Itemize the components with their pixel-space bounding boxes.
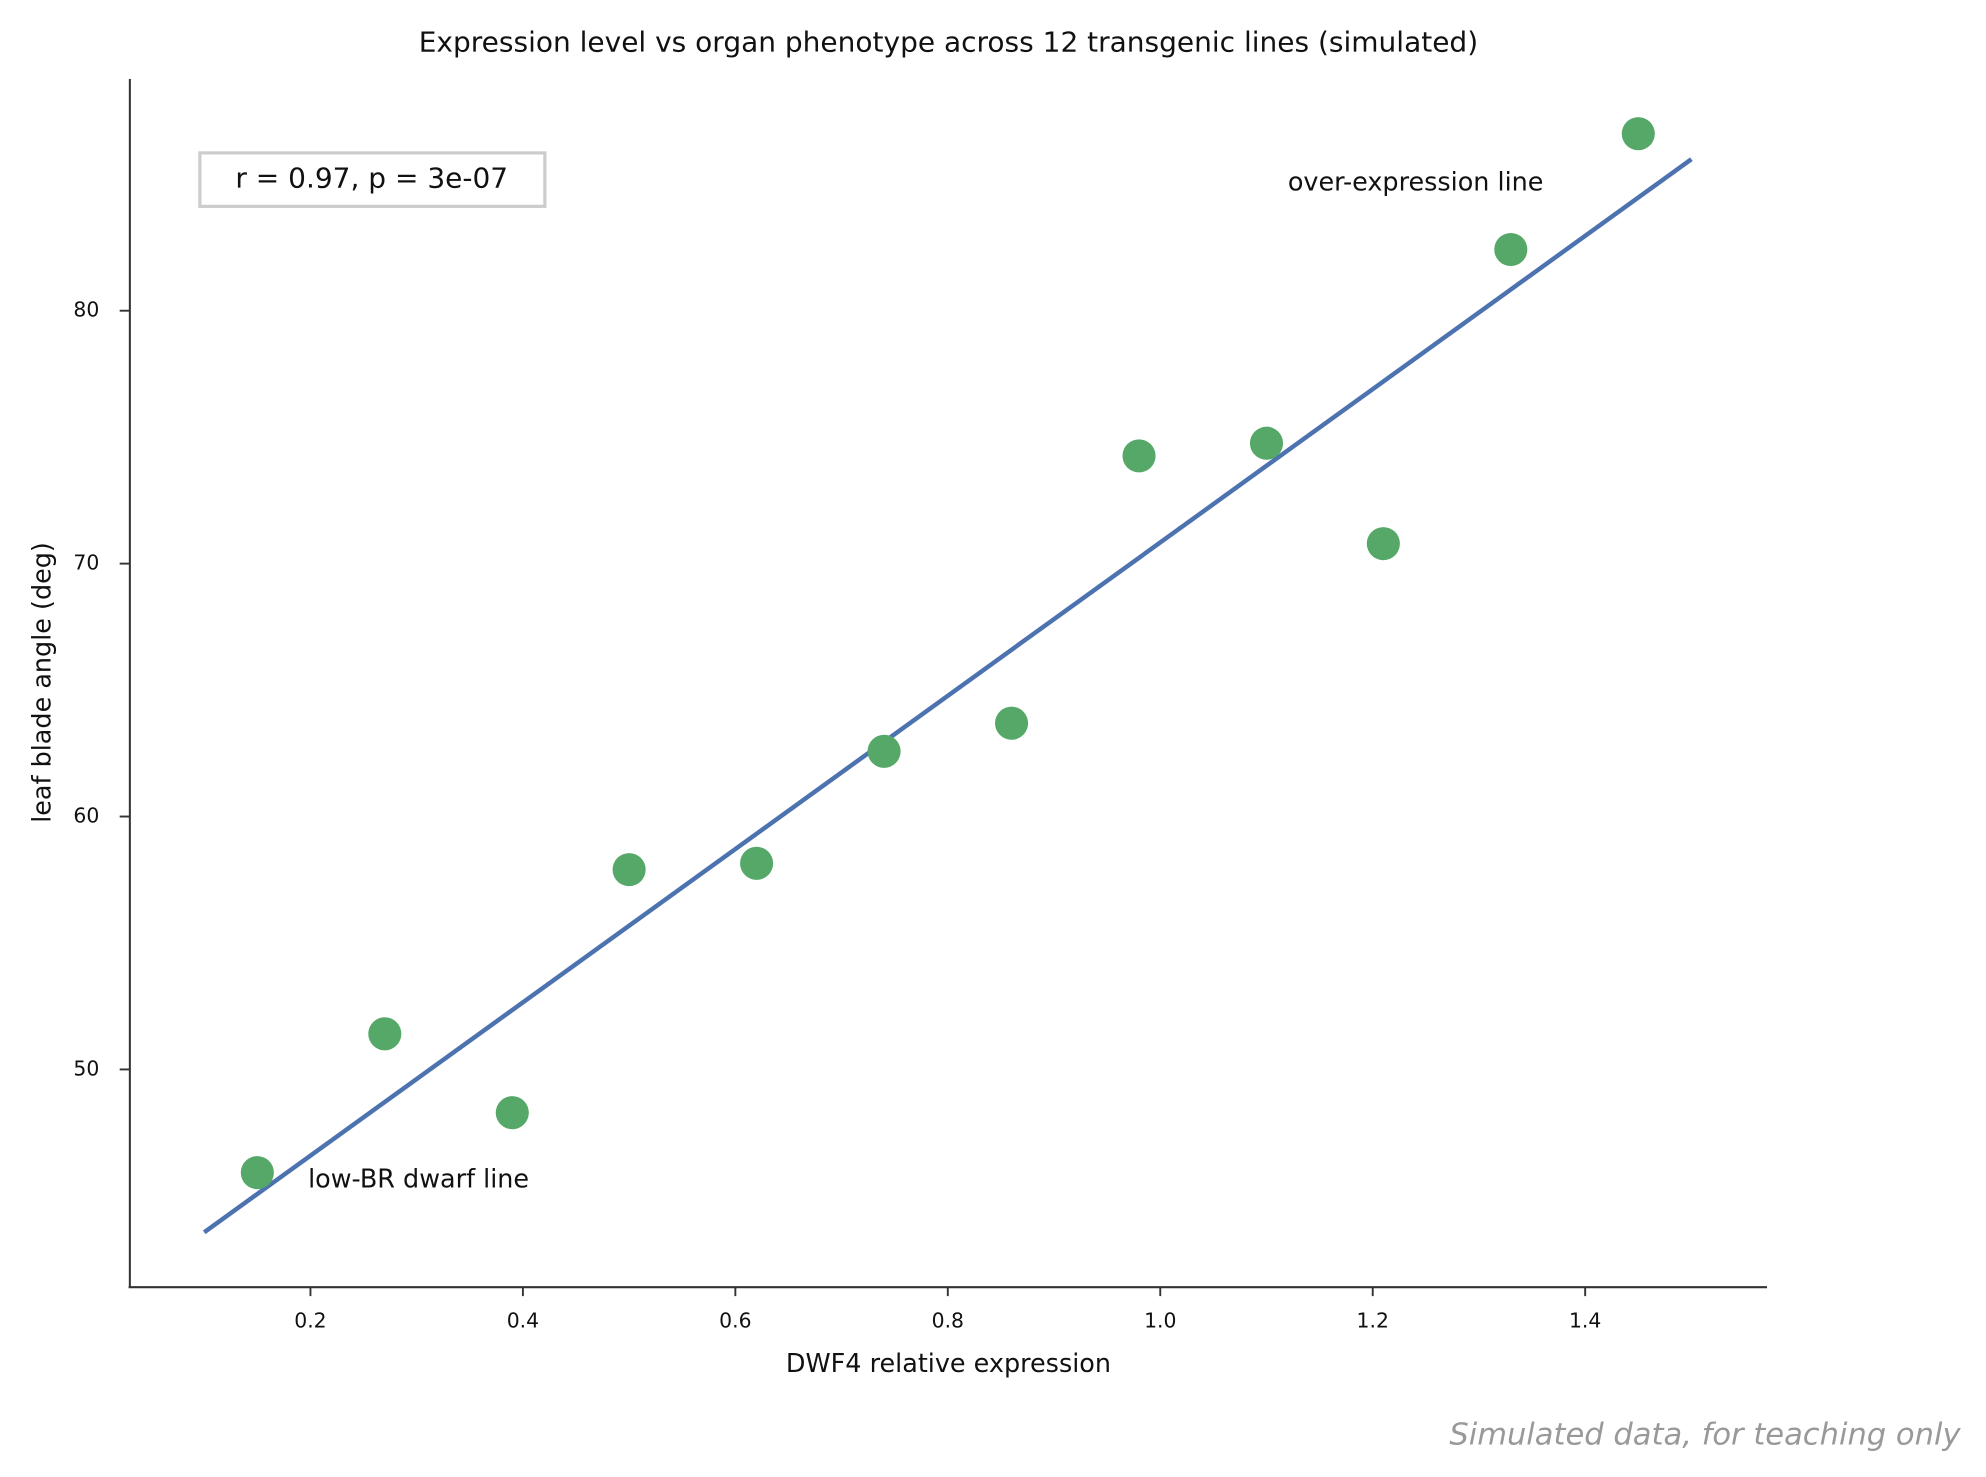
scatter-point xyxy=(1249,426,1284,460)
scatter-point xyxy=(495,1096,529,1130)
y-tick-label: 50 xyxy=(73,1056,99,1080)
scatter-point xyxy=(1494,232,1528,267)
stats-box xyxy=(198,151,547,208)
scatter-point xyxy=(612,853,646,887)
y-tick-label: 70 xyxy=(73,551,99,575)
scatter-point xyxy=(867,734,901,768)
fit-line xyxy=(202,157,1693,1235)
x-tick-label: 1.4 xyxy=(1569,1309,1601,1333)
scatter-point xyxy=(740,846,774,880)
x-tick-label: 0.2 xyxy=(294,1309,326,1333)
annotation: low-BR dwarf line xyxy=(308,1164,529,1194)
x-tick-label: 0.6 xyxy=(719,1309,751,1333)
x-tick-label: 1.0 xyxy=(1144,1309,1176,1333)
x-tick-label: 0.4 xyxy=(507,1309,539,1333)
scatter-point xyxy=(1621,117,1655,151)
chart-title: Expression level vs organ phenotype acro… xyxy=(419,25,1478,58)
x-tick-label: 1.2 xyxy=(1357,1309,1389,1333)
footnote: Simulated data, for teaching only xyxy=(1449,1418,1961,1453)
stats-text: r = 0.97, p = 3e-07 xyxy=(235,162,508,195)
annotation: over-expression line xyxy=(1288,167,1544,197)
x-axis-label: DWF4 relative expression xyxy=(786,1349,1111,1379)
x-tick-label: 0.8 xyxy=(932,1309,964,1333)
y-tick-label: 80 xyxy=(73,298,99,322)
scatter-point xyxy=(1122,439,1156,473)
y-tick-label: 60 xyxy=(73,804,99,828)
scatter-point xyxy=(368,1017,402,1051)
scatter-point xyxy=(1366,527,1400,561)
scatter-point xyxy=(240,1156,274,1190)
y-axis-label: leaf blade angle (deg) xyxy=(27,542,57,823)
scatter-point xyxy=(994,706,1029,740)
